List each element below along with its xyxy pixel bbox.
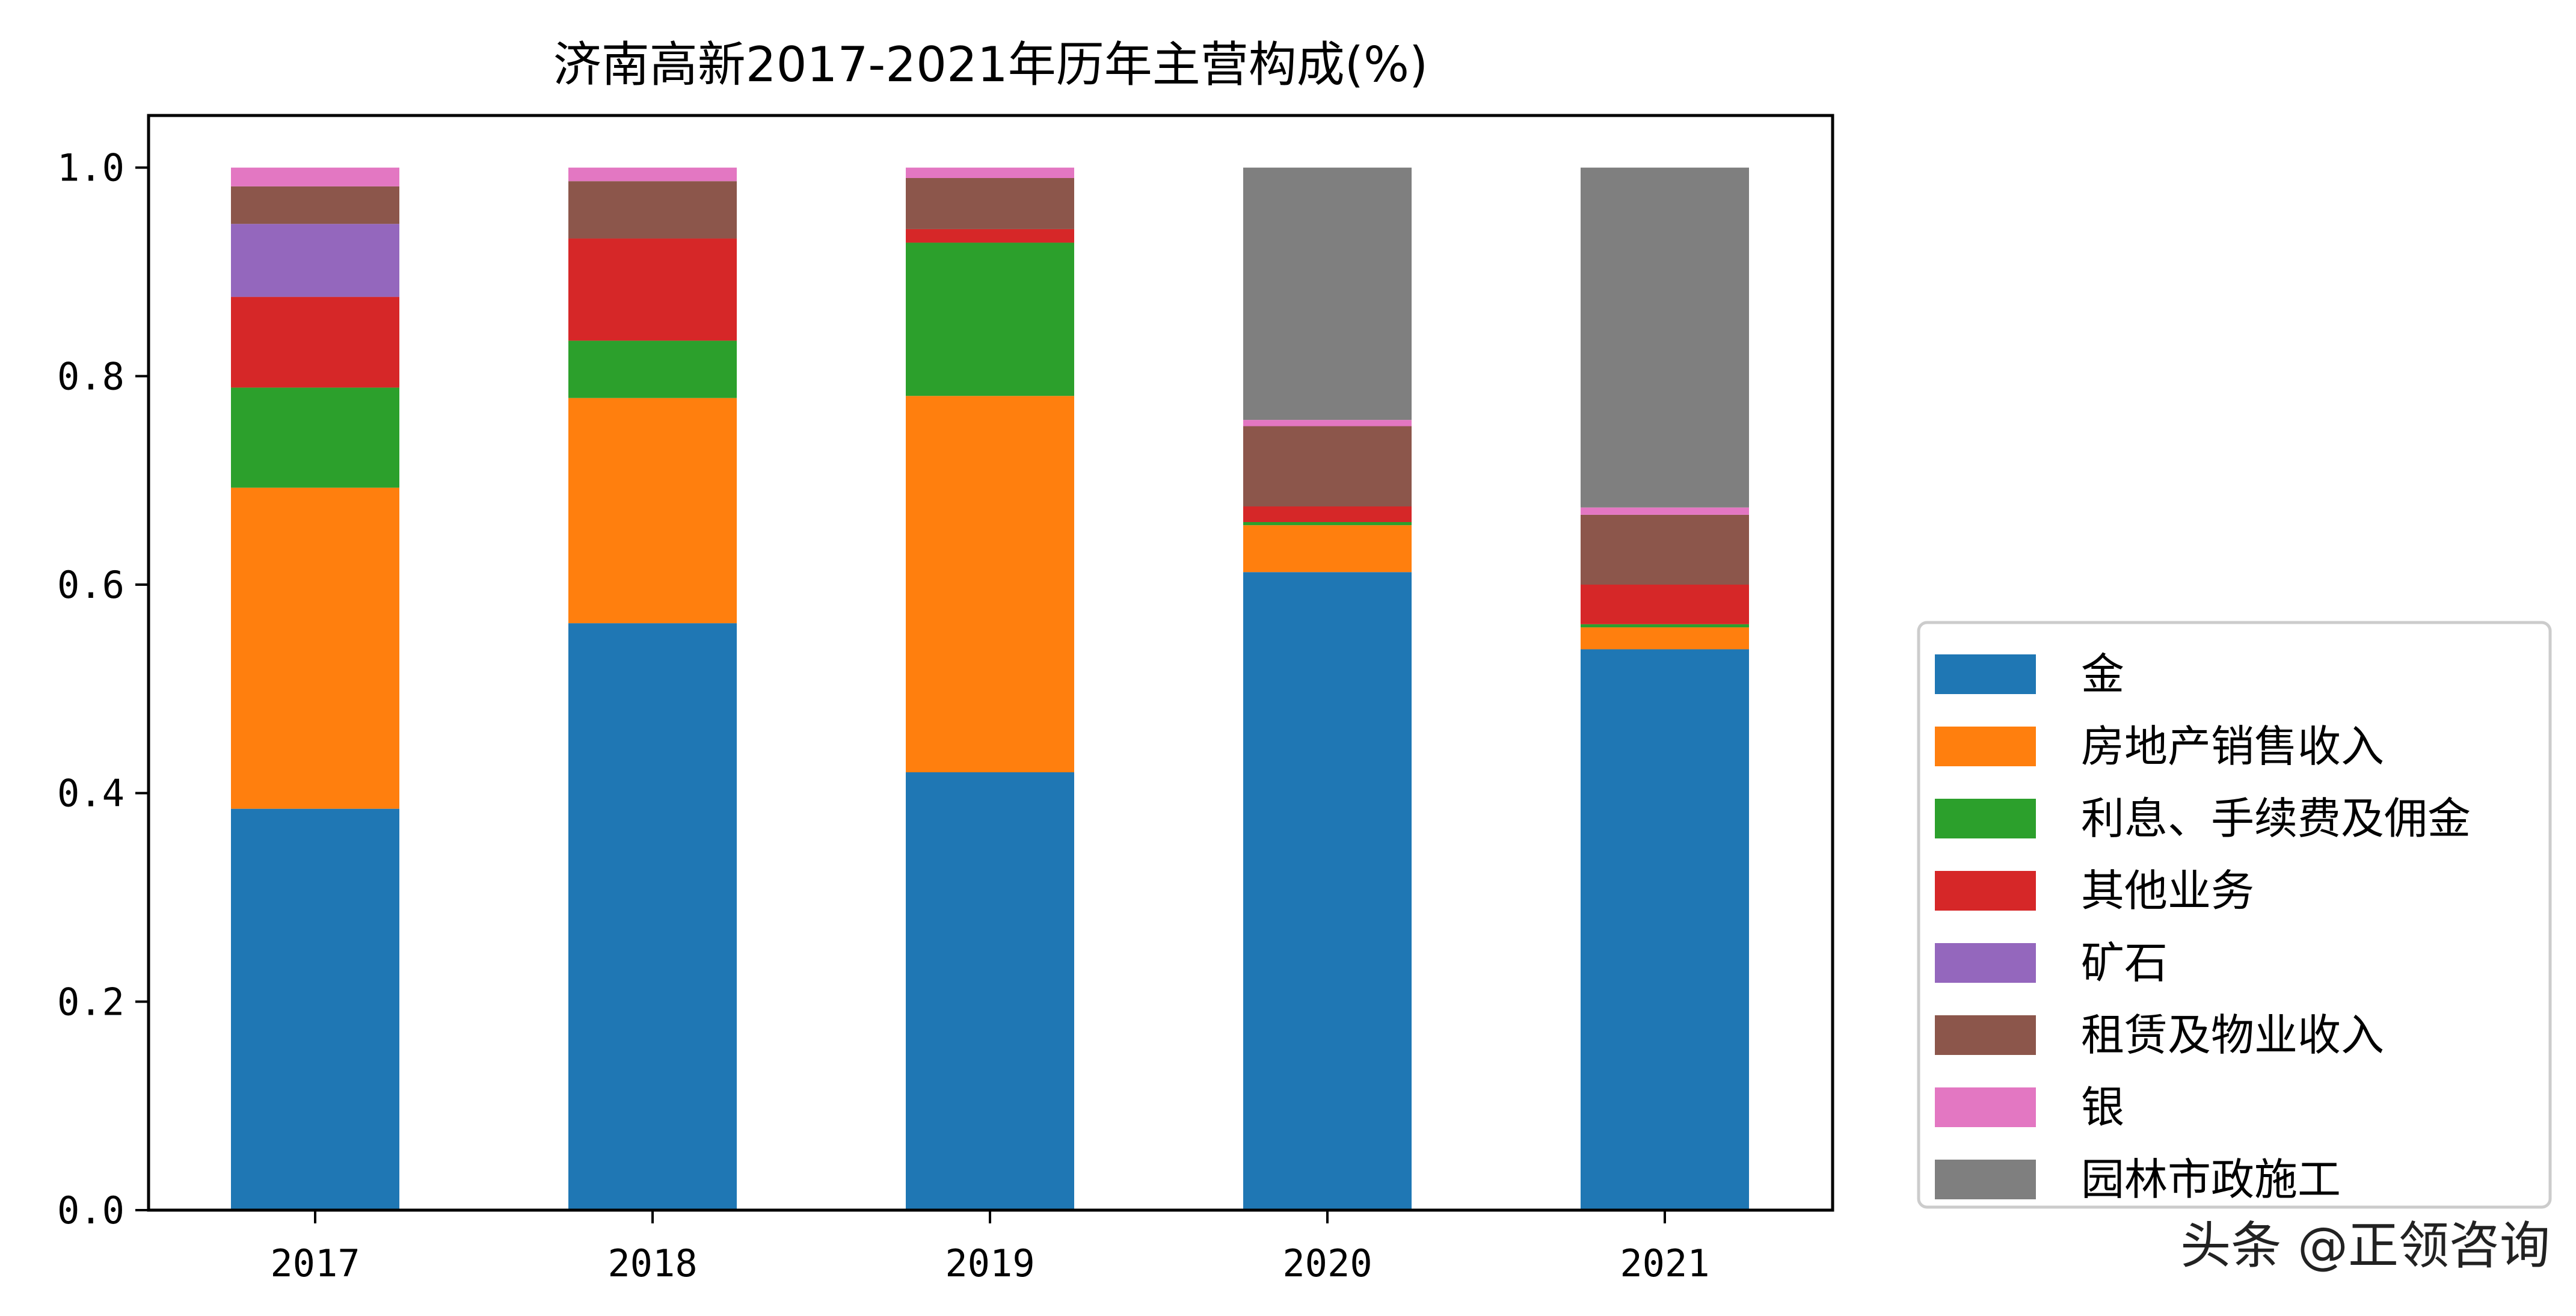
bar-segment-2018-1 [568, 398, 737, 624]
legend-swatch [1935, 1160, 2036, 1199]
legend-swatch [1935, 1015, 2036, 1055]
legend-label: 金 [2081, 649, 2124, 700]
x-tick-label: 2019 [945, 1241, 1034, 1285]
legend-swatch [1935, 1087, 2036, 1127]
y-axis: 0.0 0.2 0.4 0.6 0.8 1.0 [57, 146, 149, 1232]
bar-segment-2021-6 [1581, 507, 1749, 515]
legend-swatch [1935, 871, 2036, 911]
bar-segment-2021-0 [1581, 649, 1749, 1210]
x-axis: 2017 2018 2019 2020 2021 [270, 1210, 1710, 1285]
bar-segment-2019-5 [906, 178, 1074, 229]
legend-swatch [1935, 654, 2036, 694]
x-tick-label: 2018 [607, 1241, 697, 1285]
legend-label: 矿石 [2081, 938, 2168, 988]
bar-segment-2021-7 [1581, 167, 1749, 508]
legend-label: 其他业务 [2081, 866, 2254, 916]
bar-segment-2018-3 [568, 238, 737, 341]
legend-swatch [1935, 943, 2036, 983]
y-tick-label: 1.0 [57, 146, 124, 190]
y-tick-label: 0.8 [57, 354, 124, 398]
legend-swatch [1935, 727, 2036, 766]
bar-segment-2021-1 [1581, 627, 1749, 650]
bar-segment-2020-2 [1243, 522, 1412, 526]
bar-segment-2019-1 [906, 396, 1074, 772]
bar-segment-2020-5 [1243, 426, 1412, 506]
bar-segment-2020-3 [1243, 506, 1412, 522]
chart-title: 济南高新2017-2021年历年主营构成(%) [553, 37, 1428, 93]
bar-segment-2021-3 [1581, 585, 1749, 624]
bar-segment-2017-5 [231, 186, 399, 224]
bar-segment-2017-0 [231, 808, 399, 1210]
x-tick-label: 2017 [270, 1241, 360, 1285]
legend-label: 园林市政施工 [2081, 1154, 2341, 1205]
bar-segment-2020-6 [1243, 420, 1412, 426]
bar-segment-2019-2 [906, 242, 1074, 396]
legend-label: 利息、手续费及佣金 [2081, 793, 2471, 844]
watermark: 头条 @正领咨询 [2180, 1216, 2550, 1275]
bar-segment-2019-0 [906, 772, 1074, 1210]
bar-segment-2017-4 [231, 224, 399, 297]
bar-segment-2021-5 [1581, 514, 1749, 585]
bar-segment-2019-3 [906, 229, 1074, 243]
bar-segment-2018-6 [568, 167, 737, 182]
legend-label: 银 [2081, 1082, 2124, 1133]
x-tick-label: 2021 [1620, 1241, 1709, 1285]
y-tick-label: 0.4 [57, 772, 124, 816]
bar-segment-2017-1 [231, 487, 399, 809]
bar-segment-2017-6 [231, 167, 399, 186]
bar-segment-2021-2 [1581, 624, 1749, 628]
y-tick-label: 0.6 [57, 563, 124, 607]
bar-segment-2018-0 [568, 623, 737, 1210]
legend-swatch [1935, 799, 2036, 838]
bar-segment-2020-1 [1243, 525, 1412, 573]
bar-segment-2017-2 [231, 387, 399, 488]
bar-segment-2018-2 [568, 340, 737, 398]
y-tick-label: 0.2 [57, 980, 124, 1024]
legend-label: 房地产销售收入 [2081, 721, 2384, 772]
bar-segment-2017-3 [231, 297, 399, 388]
bar-segment-2020-7 [1243, 167, 1412, 420]
y-tick-label: 0.0 [57, 1188, 124, 1232]
bars-group [231, 167, 1749, 1211]
bar-segment-2019-6 [906, 167, 1074, 178]
bar-segment-2020-0 [1243, 572, 1412, 1211]
x-tick-label: 2020 [1282, 1241, 1372, 1285]
bar-segment-2018-5 [568, 181, 737, 239]
legend-box [1917, 621, 2552, 1209]
legend-label: 租赁及物业收入 [2081, 1010, 2384, 1060]
